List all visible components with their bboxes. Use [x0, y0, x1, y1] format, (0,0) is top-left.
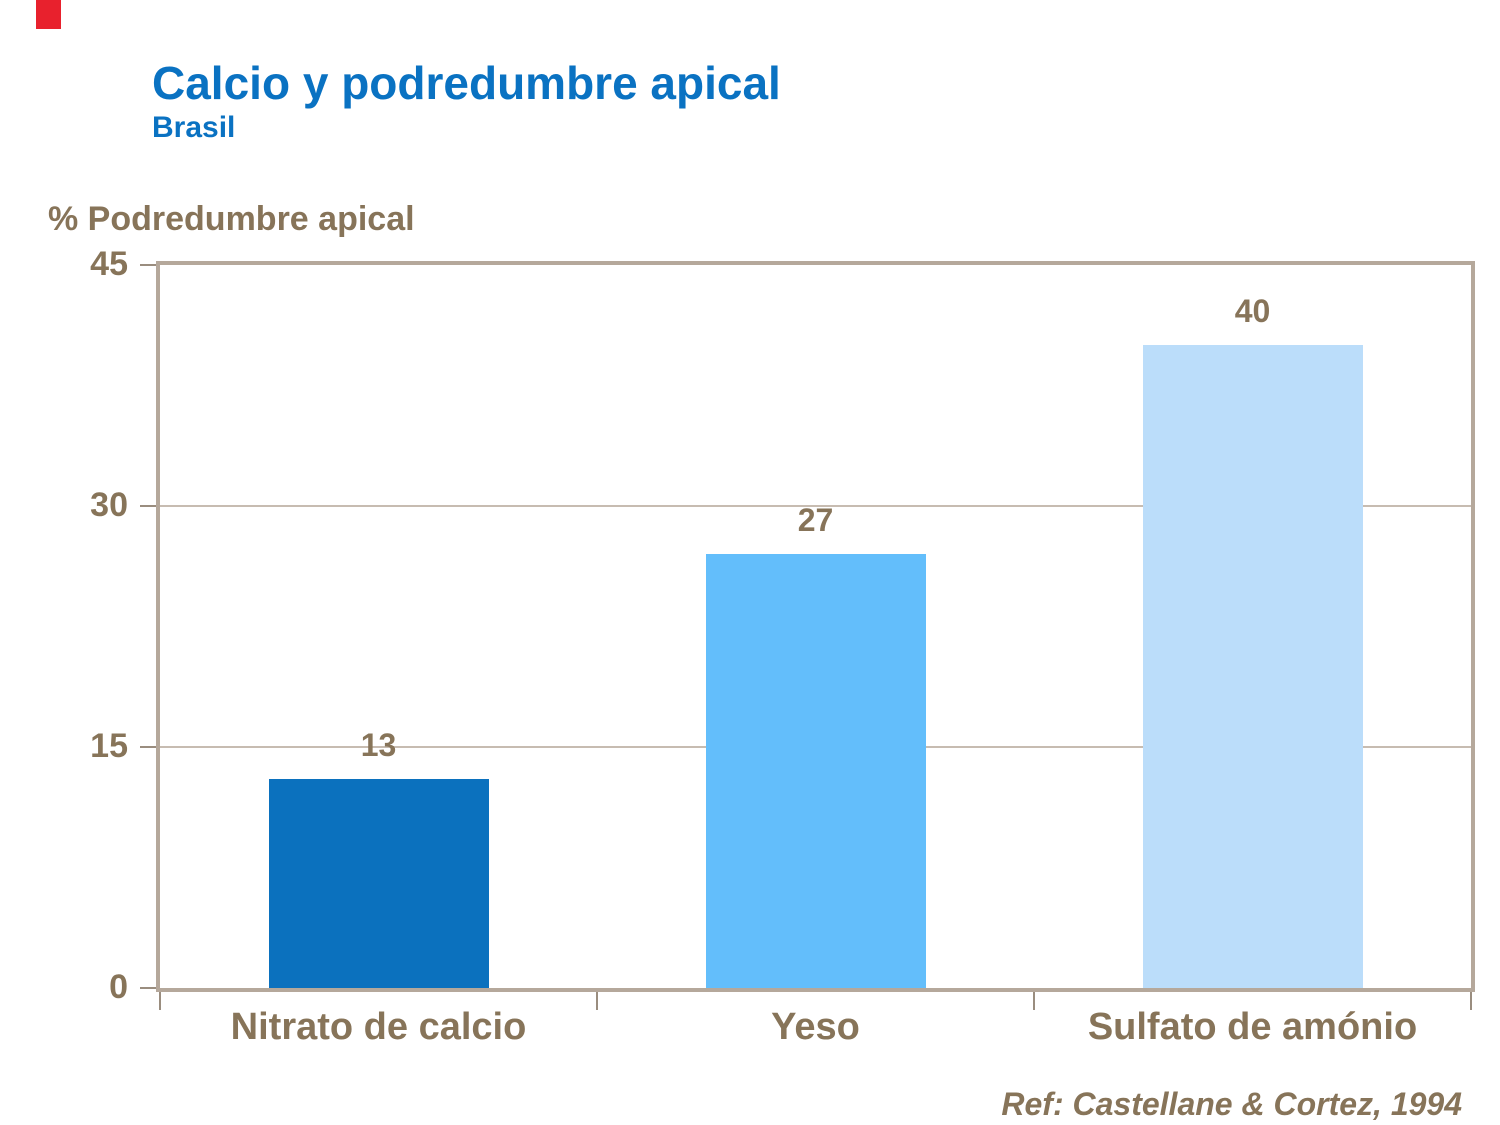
reference-citation: Ref: Castellane & Cortez, 1994 [1001, 1086, 1462, 1122]
y-tick-15 [140, 746, 156, 748]
x-tick-2 [1033, 992, 1035, 1010]
y-tick-30 [140, 505, 156, 507]
bar-value-label-2: 27 [797, 502, 834, 539]
gridline-30 [160, 505, 1471, 507]
page-subtitle: Brasil [152, 111, 236, 144]
x-tick-3 [1470, 992, 1472, 1010]
y-tick-45 [140, 264, 156, 266]
plot-area [156, 261, 1475, 992]
bar-3 [1142, 345, 1363, 988]
y-tick-label-15: 15 [90, 727, 128, 765]
y-tick-label-0: 0 [109, 968, 128, 1006]
x-tick-0 [159, 992, 161, 1010]
category-label-2: Yeso [771, 1006, 860, 1048]
y-axis-title: % Podredumbre apical [48, 200, 415, 238]
bar-value-label-1: 13 [360, 727, 397, 764]
x-tick-1 [596, 992, 598, 1010]
y-tick-0 [140, 987, 156, 989]
bar-2 [705, 554, 926, 988]
y-tick-label-45: 45 [90, 245, 128, 283]
page-title: Calcio y podredumbre apical [152, 57, 781, 109]
category-label-1: Nitrato de calcio [230, 1006, 527, 1048]
red-corner-mark [36, 0, 61, 29]
bar-value-label-3: 40 [1234, 293, 1271, 330]
y-tick-label-30: 30 [90, 486, 128, 524]
bar-1 [268, 779, 489, 988]
category-label-3: Sulfato de amónio [1087, 1006, 1418, 1048]
